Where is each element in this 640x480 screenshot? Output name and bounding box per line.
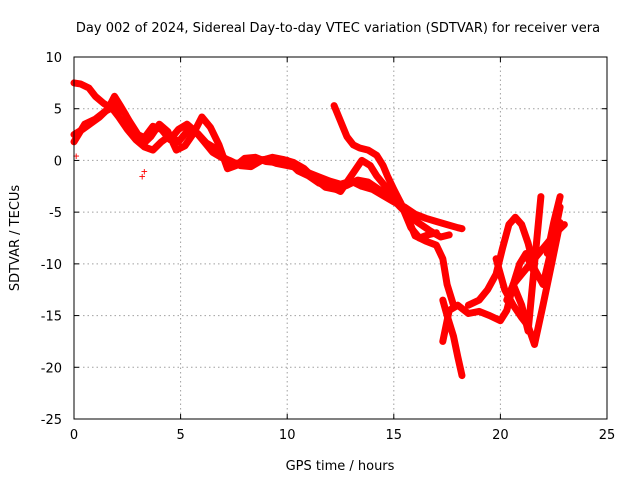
plot-frame bbox=[73, 56, 608, 420]
x-tick-label: 25 bbox=[599, 428, 616, 443]
x-tick-label: 15 bbox=[386, 428, 403, 443]
series-track-10 bbox=[503, 250, 536, 304]
x-tick-label: 0 bbox=[70, 428, 78, 443]
chart-title: Day 002 of 2024, Sidereal Day-to-day VTE… bbox=[76, 21, 600, 36]
series-track-6 bbox=[439, 221, 568, 345]
y-tick-label: -5 bbox=[49, 206, 62, 221]
x-tick-label: 10 bbox=[279, 428, 296, 443]
data-series bbox=[70, 79, 568, 380]
outlier-points: +++ bbox=[73, 149, 148, 183]
outlier-marker: + bbox=[73, 149, 80, 162]
series-track-7 bbox=[464, 203, 564, 309]
grid-lines bbox=[74, 57, 607, 419]
y-axis-label: SDTVAR / TECUs bbox=[8, 185, 23, 292]
series-track-4 bbox=[330, 102, 457, 309]
y-tick-label: 10 bbox=[45, 51, 62, 66]
axis-ticks: 0 5 10 15 20 25 -25 -20 -15 -10 -5 0 5 10 bbox=[41, 51, 616, 443]
y-tick-label: -20 bbox=[41, 361, 62, 376]
y-tick-label: -10 bbox=[41, 258, 62, 273]
y-tick-label: 5 bbox=[54, 103, 62, 118]
series-track-9 bbox=[509, 193, 545, 335]
x-tick-label: 20 bbox=[492, 428, 509, 443]
series-track-3 bbox=[70, 102, 440, 242]
y-tick-label: -15 bbox=[41, 310, 62, 325]
series-track-11 bbox=[543, 193, 564, 257]
outlier-marker: + bbox=[141, 165, 148, 178]
outlier-marker: + bbox=[139, 170, 146, 183]
y-tick-label: 0 bbox=[54, 154, 62, 169]
x-axis-label: GPS time / hours bbox=[286, 459, 395, 474]
x-tick-label: 5 bbox=[176, 428, 184, 443]
y-tick-label: -25 bbox=[41, 413, 62, 428]
